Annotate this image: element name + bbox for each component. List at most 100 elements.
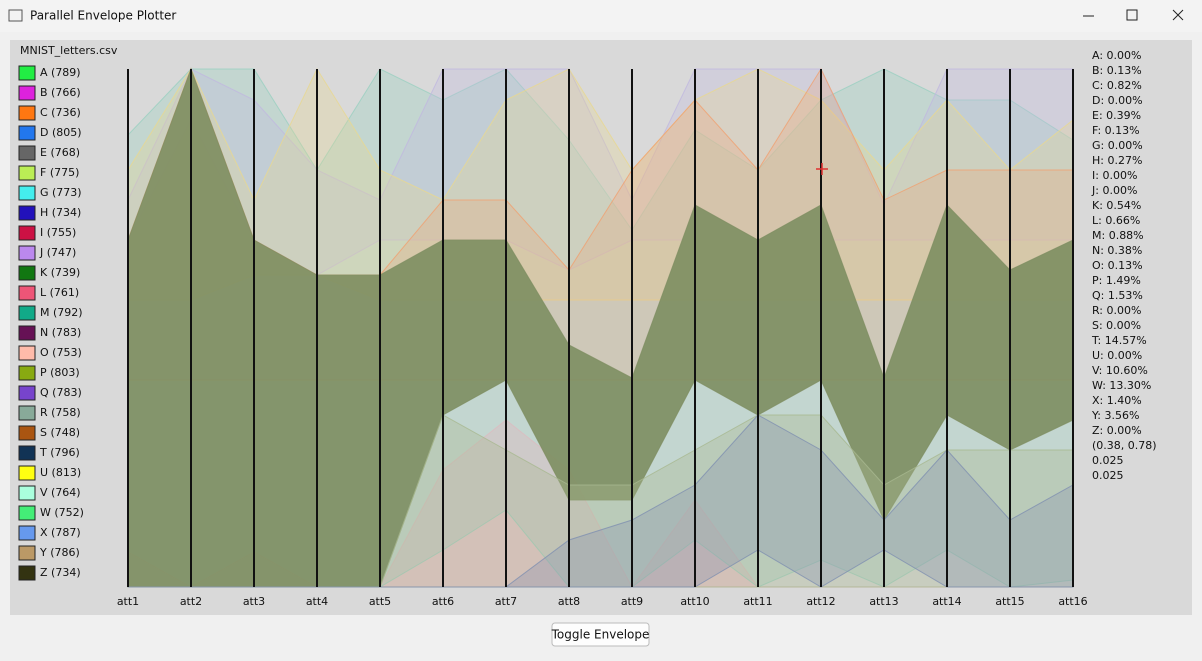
stat-text: E: 0.39%	[1092, 109, 1141, 122]
legend-swatch	[18, 245, 36, 261]
legend-label: O (753)	[40, 346, 82, 359]
stat-text: T: 14.57%	[1091, 334, 1147, 347]
app-icon	[8, 9, 23, 22]
close-button[interactable]	[1172, 9, 1184, 21]
legend-swatch	[18, 385, 36, 401]
legend-swatch	[18, 565, 36, 581]
stat-text: A: 0.00%	[1092, 49, 1141, 62]
legend-swatch	[18, 125, 36, 141]
stat-text: U: 0.00%	[1092, 349, 1142, 362]
legend-swatch	[18, 425, 36, 441]
legend-swatch	[18, 185, 36, 201]
stat-text: O: 0.13%	[1092, 259, 1143, 272]
legend-swatch	[18, 225, 36, 241]
legend-swatch	[18, 365, 36, 381]
legend-label: Z (734)	[40, 566, 81, 579]
legend-label: H (734)	[40, 206, 81, 219]
legend-swatch	[18, 405, 36, 421]
toggle-button-label[interactable]: Toggle Envelope	[551, 628, 650, 642]
stat-text: V: 10.60%	[1092, 364, 1148, 377]
legend-swatch	[18, 505, 36, 521]
stat-text: L: 0.66%	[1092, 214, 1140, 227]
legend-label: A (789)	[40, 66, 81, 79]
legend-label: N (783)	[40, 326, 81, 339]
stat-text: Y: 3.56%	[1091, 409, 1139, 422]
legend-swatch	[18, 525, 36, 541]
legend-swatch	[18, 205, 36, 221]
legend-label: R (758)	[40, 406, 81, 419]
stat-text: 0.025	[1092, 454, 1124, 467]
stat-text: Q: 1.53%	[1092, 289, 1143, 302]
legend-swatch	[18, 165, 36, 181]
stat-text: N: 0.38%	[1092, 244, 1142, 257]
stat-text: S: 0.00%	[1092, 319, 1141, 332]
stat-text: M: 0.88%	[1092, 229, 1144, 242]
legend-swatch	[18, 65, 36, 81]
window-title: Parallel Envelope Plotter	[30, 9, 176, 23]
stat-text: C: 0.82%	[1092, 79, 1142, 92]
stat-text: (0.38, 0.78)	[1092, 439, 1157, 452]
legend-label: D (805)	[40, 126, 82, 139]
axis-label: att7	[495, 595, 517, 608]
maximize-button[interactable]	[1126, 9, 1138, 21]
stat-text: X: 1.40%	[1092, 394, 1142, 407]
legend-swatch	[18, 545, 36, 561]
legend-swatch	[18, 265, 36, 281]
stat-text: J: 0.00%	[1091, 184, 1137, 197]
legend-swatch	[18, 325, 36, 341]
legend-label: J (747)	[39, 246, 76, 259]
stat-text: R: 0.00%	[1092, 304, 1141, 317]
legend-label: L (761)	[40, 286, 79, 299]
legend-label: U (813)	[40, 466, 81, 479]
legend-swatch	[18, 485, 36, 501]
stat-text: H: 0.27%	[1092, 154, 1142, 167]
stat-text: W: 13.30%	[1092, 379, 1151, 392]
legend-swatch	[18, 305, 36, 321]
stat-text: P: 1.49%	[1092, 274, 1141, 287]
axis-label: att16	[1058, 595, 1087, 608]
legend-label: M (792)	[40, 306, 83, 319]
cursor	[816, 163, 828, 175]
stat-text: 0.025	[1092, 469, 1124, 482]
stat-text: D: 0.00%	[1092, 94, 1143, 107]
title-bar	[0, 0, 1202, 32]
axis-label: att3	[243, 595, 265, 608]
stat-text: Z: 0.00%	[1092, 424, 1142, 437]
envelopes	[127, 67, 1074, 588]
legend-label: I (755)	[40, 226, 76, 239]
axis-label: att14	[932, 595, 961, 608]
axis-label: att5	[369, 595, 391, 608]
legend-swatch	[18, 445, 36, 461]
axis-label: att4	[306, 595, 328, 608]
legend-swatch	[18, 465, 36, 481]
legend-label: G (773)	[40, 186, 82, 199]
legend-swatch	[18, 105, 36, 121]
legend-label: K (739)	[40, 266, 80, 279]
legend-label: P (803)	[40, 366, 80, 379]
legend-label: T (796)	[39, 446, 80, 459]
axis-label: att9	[621, 595, 643, 608]
legend-label: W (752)	[40, 506, 84, 519]
legend-label: F (775)	[40, 166, 79, 179]
legend-swatch	[18, 85, 36, 101]
axis-label: att1	[117, 595, 139, 608]
axis-label: att6	[432, 595, 454, 608]
axis-label: att11	[743, 595, 772, 608]
legend-swatch	[18, 345, 36, 361]
legend-label: V (764)	[40, 486, 81, 499]
axis-label: att13	[869, 595, 898, 608]
axes: att1 att2 att3 att4 att5 att6 att7 att8 att9 att1…	[117, 69, 1088, 608]
legend-swatch	[18, 145, 36, 161]
axis-label: att2	[180, 595, 202, 608]
file-name: MNIST_letters.csv	[20, 44, 118, 57]
legend-label: E (768)	[40, 146, 80, 159]
stat-text: I: 0.00%	[1092, 169, 1137, 182]
legend-label: Q (783)	[40, 386, 82, 399]
toggle-button[interactable]	[551, 622, 650, 647]
legend-label: X (787)	[40, 526, 81, 539]
axis-label: att8	[558, 595, 580, 608]
stat-text: G: 0.00%	[1092, 139, 1143, 152]
legend-label: B (766)	[40, 86, 81, 99]
